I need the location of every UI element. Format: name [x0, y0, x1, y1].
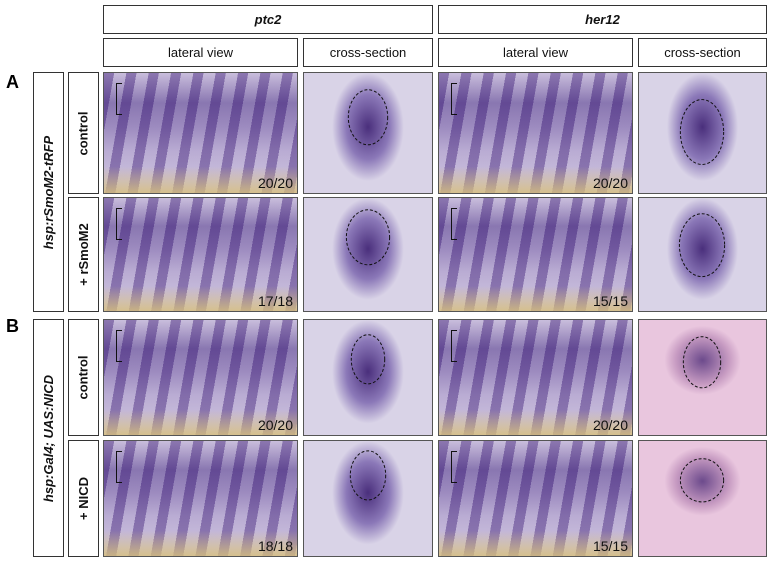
- count: 17/18: [257, 293, 293, 309]
- row-label: control: [68, 319, 99, 436]
- panel-letter: B: [6, 316, 19, 336]
- lateral-image: 18/18: [103, 440, 298, 557]
- count: 20/20: [592, 417, 628, 433]
- row-label: + NICD: [68, 440, 99, 557]
- row-label: + rSmoM2: [68, 197, 99, 312]
- cross-section-image: [303, 319, 433, 436]
- column-header: cross-section: [303, 38, 433, 67]
- count: 15/15: [592, 538, 628, 554]
- lateral-image: 17/18: [103, 197, 298, 312]
- gene-header: ptc2: [103, 5, 433, 34]
- cross-section-image: [638, 197, 767, 312]
- lateral-image: 20/20: [438, 319, 633, 436]
- count: 20/20: [592, 175, 628, 191]
- column-header: lateral view: [438, 38, 633, 67]
- cross-section-image: [638, 319, 767, 436]
- cross-section-image: [303, 197, 433, 312]
- lateral-image: 15/15: [438, 440, 633, 557]
- column-header: lateral view: [103, 38, 298, 67]
- lateral-image: 15/15: [438, 197, 633, 312]
- cross-section-image: [638, 440, 767, 557]
- cross-section-image: [303, 440, 433, 557]
- cross-section-image: [303, 72, 433, 194]
- count: 18/18: [257, 538, 293, 554]
- count: 20/20: [257, 417, 293, 433]
- gene-header: her12: [438, 5, 767, 34]
- genotype-label: hsp:rSmoM2-tRFP: [33, 72, 64, 312]
- column-header: cross-section: [638, 38, 767, 67]
- row-text: + rSmoM2: [76, 223, 91, 286]
- lateral-image: 20/20: [103, 72, 298, 194]
- genotype-text: hsp:Gal4; UAS:NICD: [41, 374, 56, 502]
- panel-letter: A: [6, 72, 19, 92]
- row-text: + NICD: [76, 477, 92, 520]
- lateral-image: 20/20: [438, 72, 633, 194]
- row-text: control: [76, 355, 91, 400]
- count: 15/15: [592, 293, 628, 309]
- genotype-text: hsp:rSmoM2-tRFP: [41, 135, 57, 249]
- row-text: control: [76, 110, 91, 156]
- lateral-image: 20/20: [103, 319, 298, 436]
- row-label: control: [68, 72, 99, 194]
- cross-section-image: [638, 72, 767, 194]
- count: 20/20: [257, 175, 293, 191]
- genotype-label: hsp:Gal4; UAS:NICD: [33, 319, 64, 557]
